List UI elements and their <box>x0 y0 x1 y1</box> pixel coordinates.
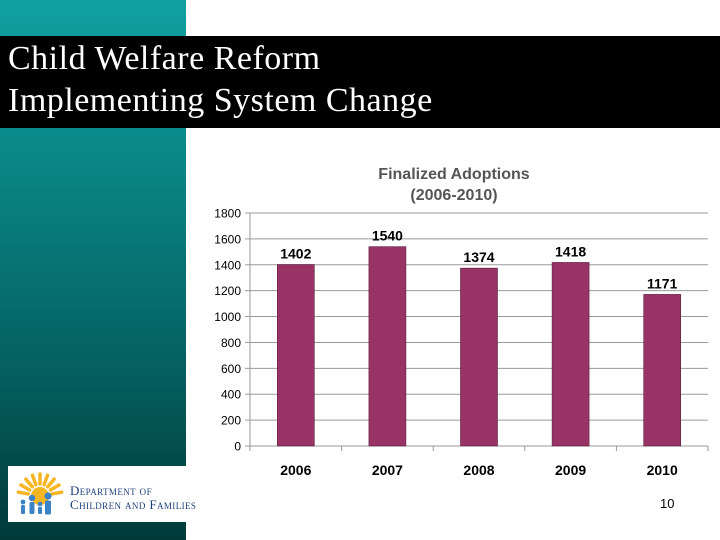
sun-ray <box>16 490 30 496</box>
x-tick-label-2007: 2007 <box>372 462 403 478</box>
data-labels: 1402 1540 1374 1418 1171 <box>280 228 677 292</box>
sun-ray <box>45 477 56 489</box>
data-label-2010: 1171 <box>647 275 678 291</box>
logo-line-2: Children and Families <box>70 497 197 512</box>
y-tick-label: 800 <box>221 336 241 350</box>
bar-2009 <box>551 262 590 447</box>
y-tick-label: 1200 <box>214 284 241 298</box>
sun-ray <box>48 483 61 492</box>
x-tick-label-2006: 2006 <box>280 462 311 478</box>
x-tick-labels: 2006 2007 2008 2009 2010 <box>280 462 678 478</box>
bar-2010 <box>643 294 682 447</box>
y-tick-label: 1000 <box>214 310 241 324</box>
adoptions-bar-chart: Finalized Adoptions (2006-2010) 1402 1540… <box>214 166 709 478</box>
data-label-2009: 1418 <box>555 243 586 259</box>
slide-title-line-2: Implementing System Change <box>8 82 433 119</box>
title-bar: Child Welfare Reform Implementing System… <box>0 36 720 128</box>
y-tick-label: 1400 <box>214 258 241 272</box>
x-tick-label-2009: 2009 <box>555 462 586 478</box>
sun-ray <box>19 483 32 492</box>
y-tick-label: 1600 <box>214 232 241 246</box>
x-tick-label-2008: 2008 <box>463 462 494 478</box>
page-number: 10 <box>660 496 675 511</box>
chart-title: Finalized Adoptions <box>378 166 530 183</box>
dcf-logo: Department of Children and Families <box>8 466 214 522</box>
family-sun-icon <box>16 472 64 515</box>
bar-2007 <box>368 246 407 447</box>
data-label-2007: 1540 <box>372 228 403 244</box>
y-tick-label: 0 <box>234 440 241 454</box>
chart-subtitle: (2006-2010) <box>410 187 497 204</box>
x-tick-label-2010: 2010 <box>647 462 678 478</box>
data-label-2006: 1402 <box>280 246 311 262</box>
y-tick-labels: 0 200 400 600 800 1000 1200 1400 1600 1800 <box>214 207 241 454</box>
slide-title-line-1: Child Welfare Reform <box>8 40 321 77</box>
sun-ray <box>30 473 38 487</box>
y-tick-label: 400 <box>221 388 241 402</box>
logo-wordmark: Department of Children and Families <box>70 484 196 512</box>
bars <box>277 246 682 447</box>
sun-ray <box>24 477 35 489</box>
y-tick-label: 600 <box>221 362 241 376</box>
y-tick-label: 200 <box>221 414 241 428</box>
sun-ray <box>50 490 64 496</box>
y-tick-label: 1800 <box>214 207 241 221</box>
sun-ray <box>42 473 50 487</box>
bar-2006 <box>277 264 315 447</box>
logo-line-1: Department of <box>70 483 152 498</box>
data-label-2008: 1374 <box>463 249 494 265</box>
bar-2008 <box>460 267 498 447</box>
